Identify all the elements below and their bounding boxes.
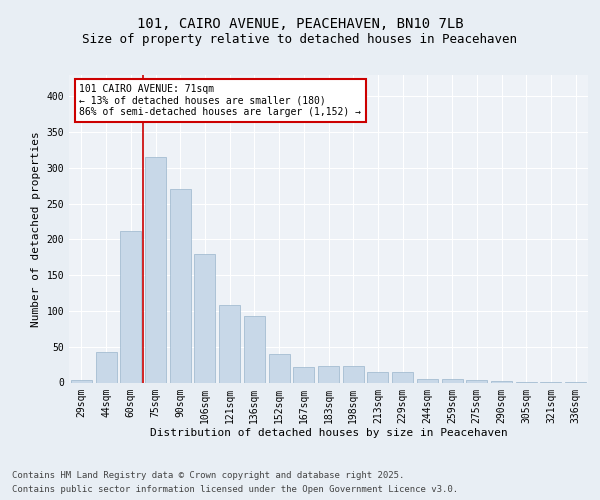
Bar [392, 372, 413, 382]
Bar [491, 381, 512, 382]
Y-axis label: Number of detached properties: Number of detached properties [31, 131, 41, 326]
Text: 101, CAIRO AVENUE, PEACEHAVEN, BN10 7LB: 101, CAIRO AVENUE, PEACEHAVEN, BN10 7LB [137, 18, 463, 32]
Bar [343, 366, 364, 382]
Bar [145, 156, 166, 382]
Bar [244, 316, 265, 382]
Bar [417, 379, 438, 382]
X-axis label: Distribution of detached houses by size in Peacehaven: Distribution of detached houses by size … [149, 428, 508, 438]
Bar [318, 366, 339, 382]
Text: Size of property relative to detached houses in Peacehaven: Size of property relative to detached ho… [83, 32, 517, 46]
Bar [269, 354, 290, 382]
Bar [219, 306, 240, 382]
Bar [442, 379, 463, 382]
Bar [367, 372, 388, 382]
Bar [170, 190, 191, 382]
Bar [194, 254, 215, 382]
Bar [95, 352, 116, 382]
Bar [293, 368, 314, 382]
Bar [466, 380, 487, 382]
Bar [71, 380, 92, 382]
Text: Contains HM Land Registry data © Crown copyright and database right 2025.: Contains HM Land Registry data © Crown c… [12, 472, 404, 480]
Text: Contains public sector information licensed under the Open Government Licence v3: Contains public sector information licen… [12, 484, 458, 494]
Bar [120, 231, 141, 382]
Text: 101 CAIRO AVENUE: 71sqm
← 13% of detached houses are smaller (180)
86% of semi-d: 101 CAIRO AVENUE: 71sqm ← 13% of detache… [79, 84, 361, 117]
